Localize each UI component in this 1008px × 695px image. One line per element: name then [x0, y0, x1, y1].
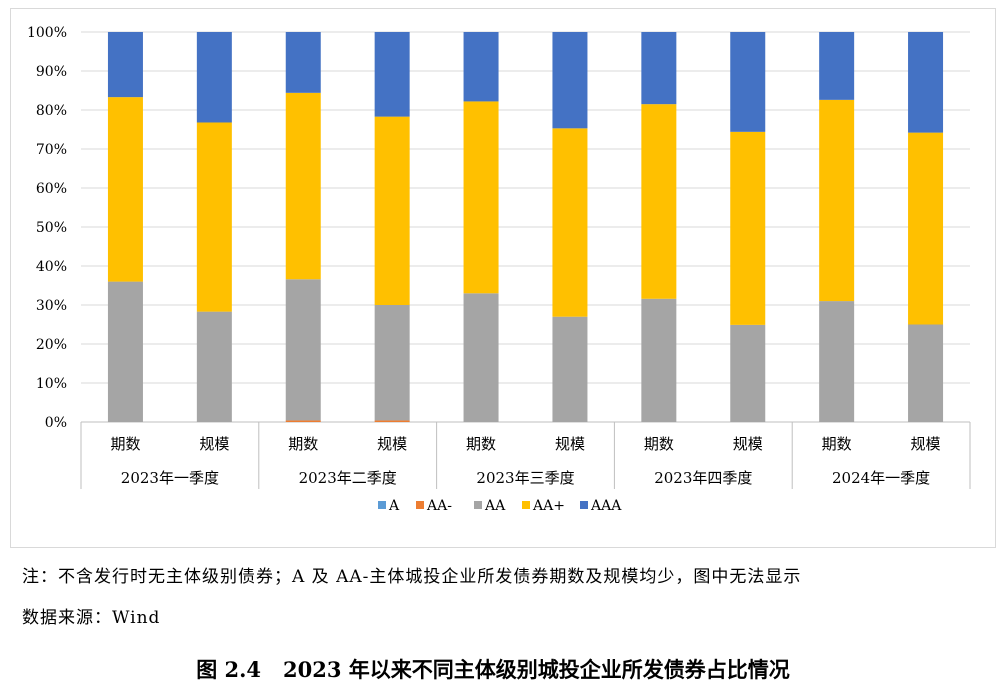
- bar-segment-aa: [908, 324, 944, 422]
- bar-segment-aaplus: [107, 97, 143, 282]
- figure-caption: 图 2.4 2023 年以来不同主体级别城投企业所发债券占比情况: [0, 654, 1008, 684]
- bar-segment-aaplus: [819, 99, 855, 302]
- stacked-bar-chart: 0%10%20%30%40%50%60%70%80%90%100% 期数 规模 期数…: [27, 25, 971, 514]
- chart-note: 注：不含发行时无主体级别债券；A 及 AA-主体城投企业所发债券期数及规模均少，…: [22, 567, 802, 587]
- y-tick-label: 50%: [36, 220, 67, 236]
- x-category-label: 期数: [644, 435, 674, 453]
- bar-segment-aaminus: [374, 420, 410, 422]
- bar-segment-aaa: [285, 32, 321, 93]
- bar-segment-aaa: [196, 32, 232, 123]
- bar-segment-aaa: [641, 32, 677, 105]
- legend-swatch: [474, 501, 482, 509]
- x-category-label: 规模: [199, 435, 229, 453]
- x-axis: 期数 规模 期数 规模 期数 规模 期数 规模 期数 规模 2023年一季度 2023年二季度 2023…: [80, 422, 971, 489]
- legend-swatch: [416, 501, 424, 509]
- x-category-label: 规模: [911, 435, 941, 453]
- x-group-label: 2023年一季度: [121, 469, 219, 487]
- bar-segment-aaplus: [463, 101, 499, 294]
- legend-label: A: [388, 498, 400, 514]
- bar-segment-aa: [107, 281, 143, 422]
- x-category-label: 规模: [555, 435, 585, 453]
- y-tick-label: 90%: [36, 64, 67, 80]
- x-group-label: 2024年一季度: [832, 469, 930, 487]
- y-axis-ticks: 0% 10% 20% 30% 40% 50% 60% 70% 80% 90% 100%: [27, 25, 67, 431]
- x-group-label: 2023年三季度: [476, 469, 574, 487]
- x-category-label: 期数: [466, 435, 496, 453]
- y-tick-label: 10%: [36, 376, 67, 392]
- bars: [107, 32, 944, 422]
- x-category-label: 规模: [733, 435, 763, 453]
- x-category-label: 期数: [288, 435, 318, 453]
- bar-segment-aaplus: [285, 92, 321, 280]
- x-category-label: 规模: [377, 435, 407, 453]
- y-tick-label: 100%: [27, 25, 67, 41]
- bar-segment-aaplus: [908, 132, 944, 325]
- bar-segment-aaa: [107, 32, 143, 98]
- x-group-label: 2023年二季度: [299, 469, 397, 487]
- figure-title: 2023 年以来不同主体级别城投企业所发债券占比情况: [283, 657, 790, 682]
- bar-segment-aaa: [819, 32, 855, 100]
- bar-segment-aaa: [552, 32, 588, 129]
- bar-segment-aaplus: [641, 104, 677, 299]
- y-tick-label: 70%: [36, 142, 67, 158]
- bar-segment-aaa: [463, 32, 499, 102]
- bar-segment-aa: [641, 298, 677, 422]
- y-tick-label: 60%: [36, 181, 67, 197]
- legend: A AA- AA AA+ AAA: [378, 498, 622, 514]
- bar-segment-aa: [819, 301, 855, 422]
- bar-segment-aa: [285, 279, 321, 421]
- bar-segment-aaplus: [374, 116, 410, 305]
- bar-segment-aaplus: [196, 122, 232, 312]
- figure-number: 图 2.4: [196, 657, 262, 682]
- y-tick-label: 20%: [36, 337, 67, 353]
- legend-label: AA+: [532, 498, 565, 514]
- legend-swatch: [580, 501, 588, 509]
- data-source: 数据来源：Wind: [22, 608, 161, 628]
- y-tick-label: 80%: [36, 103, 67, 119]
- y-tick-label: 40%: [36, 259, 67, 275]
- bar-segment-aa: [196, 311, 232, 422]
- legend-swatch: [522, 501, 530, 509]
- bar-segment-aaa: [730, 32, 766, 132]
- bar-segment-aaplus: [552, 128, 588, 317]
- bar-segment-aaplus: [730, 131, 766, 325]
- bar-segment-aaminus: [285, 420, 321, 422]
- bar-segment-aa: [463, 293, 499, 422]
- x-category-label: 期数: [822, 435, 852, 453]
- y-tick-label: 30%: [36, 298, 67, 314]
- bar-segment-aaa: [908, 32, 944, 133]
- legend-label: AA: [484, 498, 506, 514]
- bar-segment-aa: [730, 324, 766, 422]
- legend-swatch: [378, 501, 386, 509]
- legend-label: AAA: [590, 498, 622, 514]
- bar-segment-aa: [374, 305, 410, 421]
- legend-label: AA-: [426, 498, 452, 514]
- bar-segment-aaa: [374, 32, 410, 117]
- x-category-label: 期数: [110, 435, 140, 453]
- bar-segment-aa: [552, 316, 588, 422]
- x-group-label: 2023年四季度: [654, 469, 752, 487]
- y-tick-label: 0%: [45, 415, 67, 431]
